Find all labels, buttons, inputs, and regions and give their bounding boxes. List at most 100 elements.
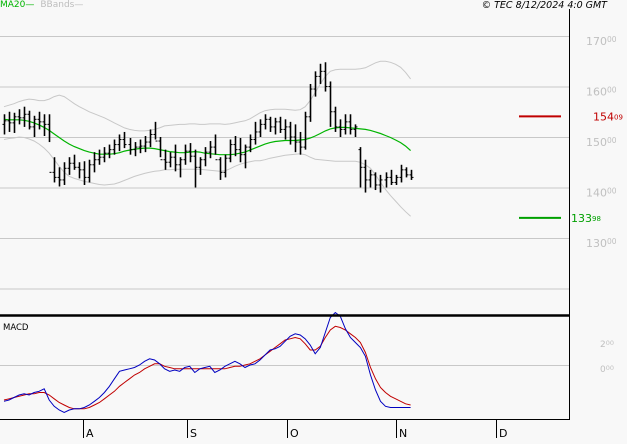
ohlc-bar	[2, 114, 7, 135]
ohlc-bar	[273, 117, 278, 135]
ohlc-bar	[368, 169, 373, 188]
ohlc-bar	[203, 147, 208, 167]
copyright-timestamp: © TEC 8/12/2024 4:0 GMT	[481, 0, 607, 11]
ohlc-bar	[409, 169, 414, 180]
indicator-legend: MA20— BBands—	[0, 0, 83, 11]
ohlc-bar	[303, 111, 308, 150]
ohlc-bar	[298, 131, 303, 155]
price-tick-label: 17000	[586, 35, 617, 48]
ohlc-bar	[198, 157, 203, 175]
ohlc-bar	[248, 134, 253, 153]
ohlc-bar	[243, 144, 248, 169]
ohlc-bar	[188, 143, 193, 163]
month-label: A	[86, 427, 94, 440]
macd-tick-label: 200	[600, 339, 614, 350]
ohlc-bar	[218, 157, 223, 180]
ohlc-bar	[12, 112, 17, 133]
price-tick-label: 16000	[586, 86, 617, 99]
ohlc-bar	[87, 159, 92, 183]
price-gridlines	[0, 36, 569, 290]
ohlc-bar	[102, 147, 107, 163]
ohlc-bar	[363, 159, 368, 193]
ohlc-bar	[92, 152, 97, 173]
ohlc-bar	[27, 110, 32, 130]
ohlc-bar	[148, 129, 153, 148]
ohlc-bar	[348, 114, 353, 135]
ohlc-bar	[263, 114, 268, 130]
ohlc-bar	[143, 135, 148, 153]
ohlc-bar	[47, 114, 52, 173]
ohlc-bar	[183, 144, 188, 165]
ohlc-bar	[22, 106, 27, 127]
ohlc-bar	[62, 162, 67, 185]
ohlc-bar	[213, 134, 218, 161]
ohlc-bar	[37, 111, 42, 130]
ohlc-bar	[168, 152, 173, 168]
ohlc-bar	[82, 161, 87, 185]
ma20-line	[3, 118, 412, 156]
ohlc-bar	[233, 135, 238, 157]
support-level-label: 13398	[571, 212, 601, 225]
macd-signal-line	[3, 325, 411, 410]
ohlc-bar	[117, 134, 122, 152]
ohlc-bar	[268, 116, 273, 132]
legend-ma20: MA20—	[0, 0, 35, 10]
ohlc-bar	[163, 149, 168, 170]
ohlc-bar	[67, 157, 72, 175]
month-label: D	[499, 427, 507, 440]
month-label: N	[399, 427, 407, 440]
ohlc-bar	[343, 114, 348, 135]
ohlc-bar	[228, 139, 233, 163]
ohlc-bar	[158, 137, 163, 161]
ohlc-bar	[72, 154, 77, 170]
macd-panel: 200 000	[0, 311, 614, 414]
ohlc-bar	[384, 172, 389, 188]
ohlc-bars	[2, 62, 414, 193]
ohlc-bar	[389, 169, 394, 185]
ohlc-bar	[17, 109, 22, 125]
ohlc-bar	[178, 157, 183, 178]
month-label: O	[290, 427, 299, 440]
ohlc-bar	[208, 141, 213, 159]
month-label: S	[190, 427, 197, 440]
ohlc-bar	[394, 174, 399, 185]
ohlc-bar	[223, 154, 228, 178]
ohlc-bar	[378, 174, 383, 193]
price-tick-label: 14000	[586, 187, 617, 200]
ohlc-bar	[373, 172, 378, 191]
ohlc-bar	[353, 124, 358, 137]
price-levels: 15409 13398	[519, 110, 623, 225]
macd-line	[3, 311, 411, 414]
resistance-level-label: 15409	[593, 110, 623, 123]
ohlc-bar	[133, 142, 138, 157]
ohlc-bar	[404, 167, 409, 178]
ohlc-bar	[318, 63, 323, 84]
ohlc-bar	[52, 157, 57, 183]
ohlc-bar	[193, 149, 198, 188]
ohlc-bar	[42, 114, 47, 136]
price-tick-label: 13000	[586, 237, 617, 250]
ohlc-bar	[128, 138, 133, 155]
ohlc-bar	[288, 121, 293, 145]
bollinger-bands	[3, 60, 411, 217]
ohlc-bar	[308, 83, 313, 122]
ohlc-bar	[293, 124, 298, 153]
ohlc-bar	[358, 147, 363, 188]
macd-title: MACD	[3, 323, 29, 333]
ma20-path	[3, 118, 412, 156]
ohlc-bar	[258, 119, 263, 137]
ohlc-bar	[283, 119, 288, 140]
ohlc-bar	[173, 144, 178, 172]
ohlc-bar	[32, 115, 37, 137]
ohlc-bar	[333, 106, 338, 132]
ohlc-bar	[399, 164, 404, 183]
ohlc-bar	[153, 121, 158, 142]
ohlc-bar	[57, 167, 62, 187]
ohlc-bar	[238, 138, 243, 163]
chart-frame	[0, 9, 570, 420]
ohlc-bar	[323, 62, 328, 92]
ohlc-bar	[107, 144, 112, 159]
